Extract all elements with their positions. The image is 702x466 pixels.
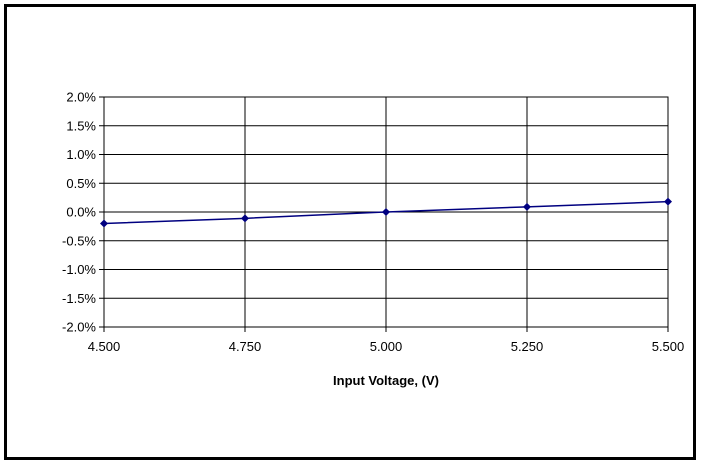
- data-point-diamond-icon: [523, 202, 531, 211]
- y-tick-label: 1.5%: [66, 118, 96, 133]
- y-tick-label: -0.5%: [62, 233, 96, 248]
- y-tick-label: -1.5%: [62, 291, 96, 306]
- y-tick-label: 0.0%: [66, 205, 96, 220]
- series-layer: [100, 197, 672, 228]
- y-tick-label: -1.0%: [62, 262, 96, 277]
- y-tick-label: 2.0%: [66, 90, 96, 105]
- line-chart: 2.0% 1.5% 1.0% 0.5% 0.0% -0.5% -1.0% -1.5% -2.0%…: [62, 90, 685, 389]
- data-point-diamond-icon: [100, 219, 108, 228]
- y-axis: 2.0% 1.5% 1.0% 0.5% 0.0% -0.5% -1.0% -1.5% -2.0%: [62, 90, 104, 335]
- x-tick-label: 5.250: [511, 339, 544, 354]
- x-axis: 4.500 4.750 5.000 5.250 5.500: [88, 327, 685, 354]
- y-tick-label: -2.0%: [62, 320, 96, 335]
- y-tick-label: 1.0%: [66, 147, 96, 162]
- x-tick-label: 5.500: [652, 339, 685, 354]
- x-tick-label: 4.750: [229, 339, 262, 354]
- x-tick-label: 5.000: [370, 339, 403, 354]
- data-point-diamond-icon: [382, 208, 390, 216]
- y-tick-label: 0.5%: [66, 176, 96, 191]
- data-point-diamond-icon: [664, 197, 672, 206]
- chart-frame: 2.0% 1.5% 1.0% 0.5% 0.0% -0.5% -1.0% -1.5% -2.0%…: [4, 4, 696, 460]
- x-axis-title: Input Voltage, (V): [333, 373, 439, 388]
- x-tick-label: 4.500: [88, 339, 121, 354]
- data-point-diamond-icon: [241, 214, 249, 223]
